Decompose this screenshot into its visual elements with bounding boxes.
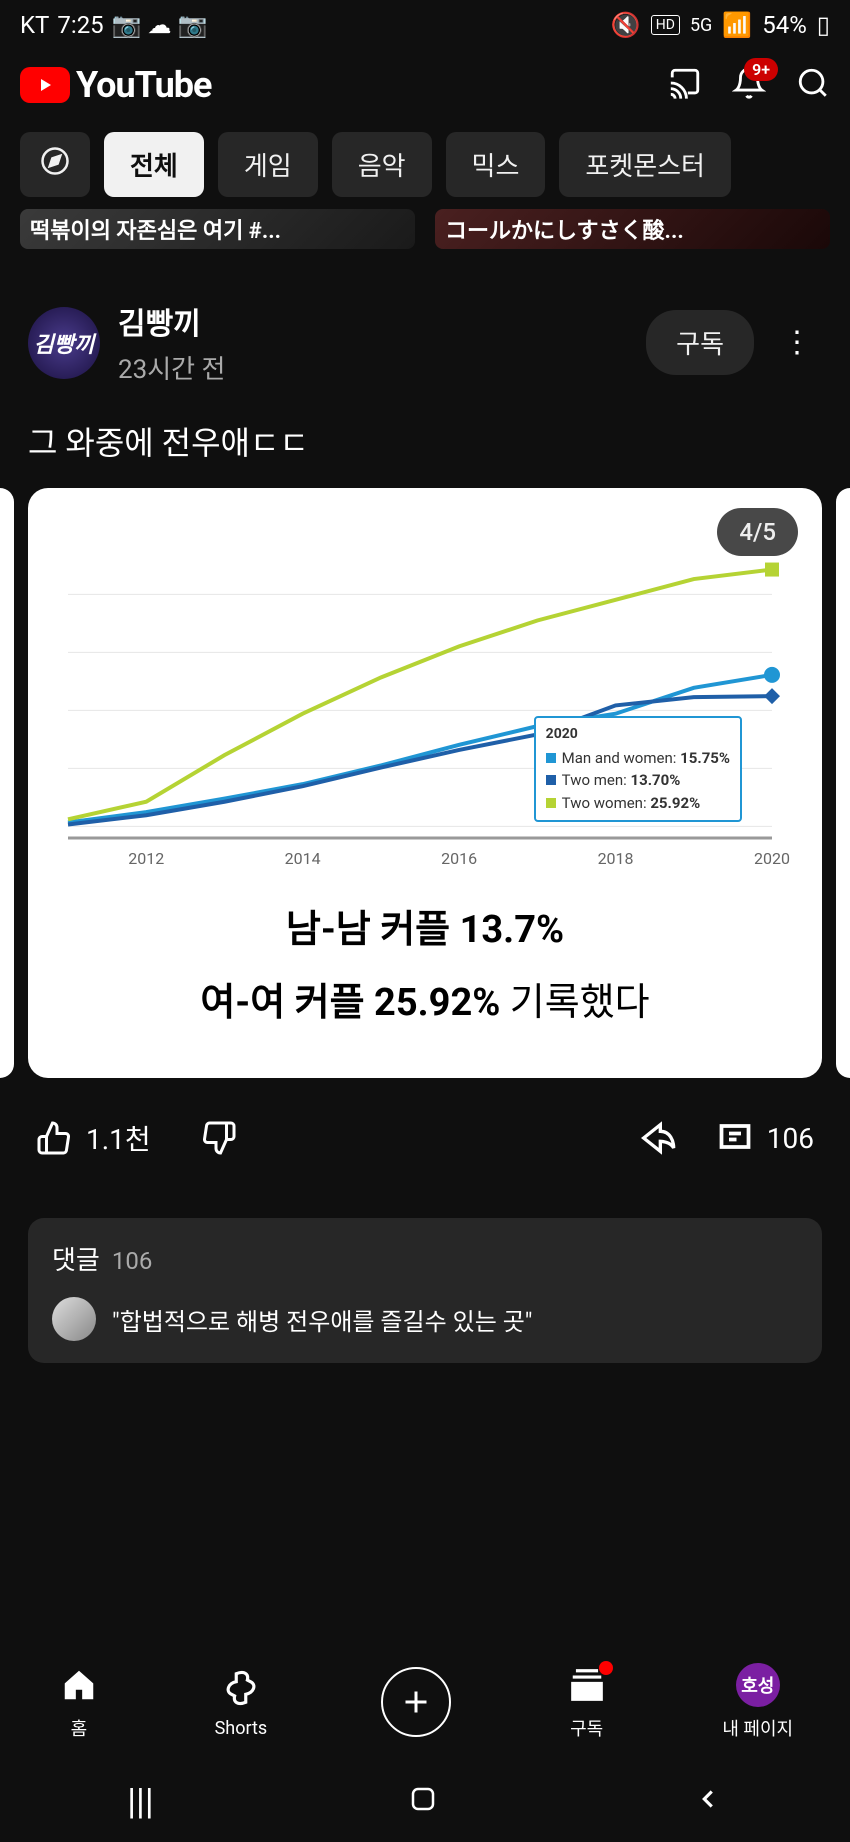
chip-mix[interactable]: 믹스 — [446, 132, 546, 197]
nav-subs-label: 구독 — [570, 1715, 603, 1741]
carousel-next-peek[interactable] — [836, 488, 850, 1078]
nav-shorts-label: Shorts — [215, 1718, 268, 1739]
nav-home-label: 홈 — [71, 1715, 88, 1741]
battery-label: 54% — [762, 11, 807, 39]
subscriptions-icon — [565, 1663, 609, 1707]
carrier-label: KT — [20, 11, 49, 39]
home-button[interactable] — [408, 1781, 438, 1823]
status-left: KT 7:25 📷 ☁ 📷 — [20, 11, 207, 39]
chip-game[interactable]: 게임 — [218, 132, 318, 197]
chip-all[interactable]: 전체 — [104, 132, 204, 197]
subs-notif-dot — [599, 1661, 613, 1675]
chip-music[interactable]: 음악 — [332, 132, 432, 197]
dislike-button[interactable] — [201, 1120, 237, 1156]
status-bar: KT 7:25 📷 ☁ 📷 🔇 HD 5G 📶 54% ▯ — [0, 0, 850, 50]
explore-chip[interactable] — [20, 132, 90, 197]
svg-text:2014: 2014 — [285, 849, 321, 868]
subscribe-button[interactable]: 구독 — [646, 310, 754, 375]
nav-subscriptions[interactable]: 구독 — [565, 1663, 609, 1741]
svg-text:2020: 2020 — [754, 849, 790, 868]
youtube-wordmark: YouTube — [76, 64, 211, 106]
home-icon — [57, 1663, 101, 1707]
caption-line1: 남-남 커플 13.7% — [48, 898, 802, 953]
post-text: 그 와중에 전우애ㄷㄷ — [0, 404, 850, 488]
chart-tooltip: 2020 Man and women: 15.75%Two men: 13.70… — [534, 716, 742, 823]
commenter-avatar — [52, 1297, 96, 1341]
youtube-logo[interactable]: YouTube — [20, 64, 211, 106]
page-indicator: 4/5 — [717, 508, 798, 556]
profile-avatar: 호성 — [736, 1663, 780, 1707]
svg-text:2016: 2016 — [441, 849, 477, 868]
comments-preview[interactable]: 댓글 106 "합법적으로 해병 전우애를 즐길수 있는 곳" — [28, 1218, 822, 1363]
nav-profile[interactable]: 호성 내 페이지 — [722, 1663, 793, 1741]
svg-text:2018: 2018 — [598, 849, 634, 868]
share-button[interactable] — [637, 1118, 677, 1158]
nav-home[interactable]: 홈 — [57, 1663, 101, 1741]
battery-icon: ▯ — [817, 11, 830, 39]
signal-icon: 📶 — [722, 11, 752, 39]
top-comment-text: "합법적으로 해병 전우애를 즐길수 있는 곳" — [112, 1302, 533, 1337]
nav-create[interactable] — [381, 1667, 451, 1737]
cast-icon[interactable] — [668, 66, 702, 104]
filter-chips: 전체 게임 음악 믹스 포켓몬스터 — [0, 120, 850, 209]
chart-svg: 2012 2014 2016 2018 2020 — [48, 538, 802, 878]
app-header: YouTube 9+ — [0, 50, 850, 120]
back-button[interactable] — [693, 1781, 723, 1823]
shorts-strip: 떡볶이의 자존심은 여기 #... コールかにしすさく酸... — [0, 209, 850, 269]
bottom-nav: 홈 Shorts 구독 호성 내 페이지 — [0, 1642, 850, 1762]
post-time: 23시간 전 — [118, 349, 628, 386]
chart-caption: 남-남 커플 13.7% 여-여 커플 25.92% 기록했다 — [48, 898, 802, 1026]
svg-text:2012: 2012 — [128, 849, 164, 868]
channel-avatar[interactable]: 김빵끼 — [28, 307, 100, 379]
network-label: 5G — [690, 15, 712, 36]
hd-badge: HD — [651, 15, 680, 35]
caption-line2: 여-여 커플 25.92% 기록했다 — [48, 971, 802, 1026]
notif-count-badge: 9+ — [744, 58, 778, 81]
like-count: 1.1천 — [86, 1118, 151, 1158]
engagement-bar: 1.1천 106 — [0, 1078, 850, 1198]
channel-name[interactable]: 김빵끼 — [118, 299, 628, 343]
notifications-icon[interactable]: 9+ — [732, 66, 766, 104]
mute-icon: 🔇 — [611, 11, 641, 39]
shorts-icon — [219, 1666, 263, 1710]
post-header: 김빵끼 김빵끼 23시간 전 구독 ⋮ — [0, 269, 850, 404]
system-nav: ||| — [0, 1762, 850, 1842]
status-right: 🔇 HD 5G 📶 54% ▯ — [611, 11, 830, 39]
post-meta: 김빵끼 23시간 전 — [118, 299, 628, 386]
nav-shorts[interactable]: Shorts — [215, 1666, 268, 1739]
nav-profile-label: 내 페이지 — [722, 1715, 793, 1741]
header-actions: 9+ — [668, 66, 830, 104]
comment-count: 106 — [767, 1122, 814, 1155]
short-thumb-2[interactable]: コールかにしすさく酸... — [435, 209, 830, 249]
image-carousel[interactable]: 4/5 2012 2014 2016 2018 2020 2020 Man and wo… — [0, 488, 850, 1078]
carousel-current[interactable]: 4/5 2012 2014 2016 2018 2020 2020 Man and wo… — [28, 488, 822, 1078]
comments-count: 106 — [112, 1247, 152, 1275]
short-thumb-1[interactable]: 떡볶이의 자존심은 여기 #... — [20, 209, 415, 249]
comments-label: 댓글 — [52, 1240, 100, 1277]
like-button[interactable]: 1.1천 — [36, 1118, 151, 1158]
line-chart: 2012 2014 2016 2018 2020 2020 Man and women:… — [48, 538, 802, 878]
clock: 7:25 — [57, 11, 103, 39]
recents-button[interactable]: ||| — [127, 1781, 153, 1823]
comments-button[interactable]: 106 — [717, 1120, 814, 1156]
more-icon[interactable]: ⋮ — [772, 325, 822, 360]
chip-pokemon[interactable]: 포켓몬스터 — [559, 132, 731, 197]
carousel-prev-peek[interactable] — [0, 488, 14, 1078]
youtube-play-icon — [20, 67, 70, 103]
search-icon[interactable] — [796, 66, 830, 104]
notif-icons: 📷 ☁ 📷 — [112, 11, 208, 39]
tooltip-year: 2020 — [546, 724, 730, 745]
